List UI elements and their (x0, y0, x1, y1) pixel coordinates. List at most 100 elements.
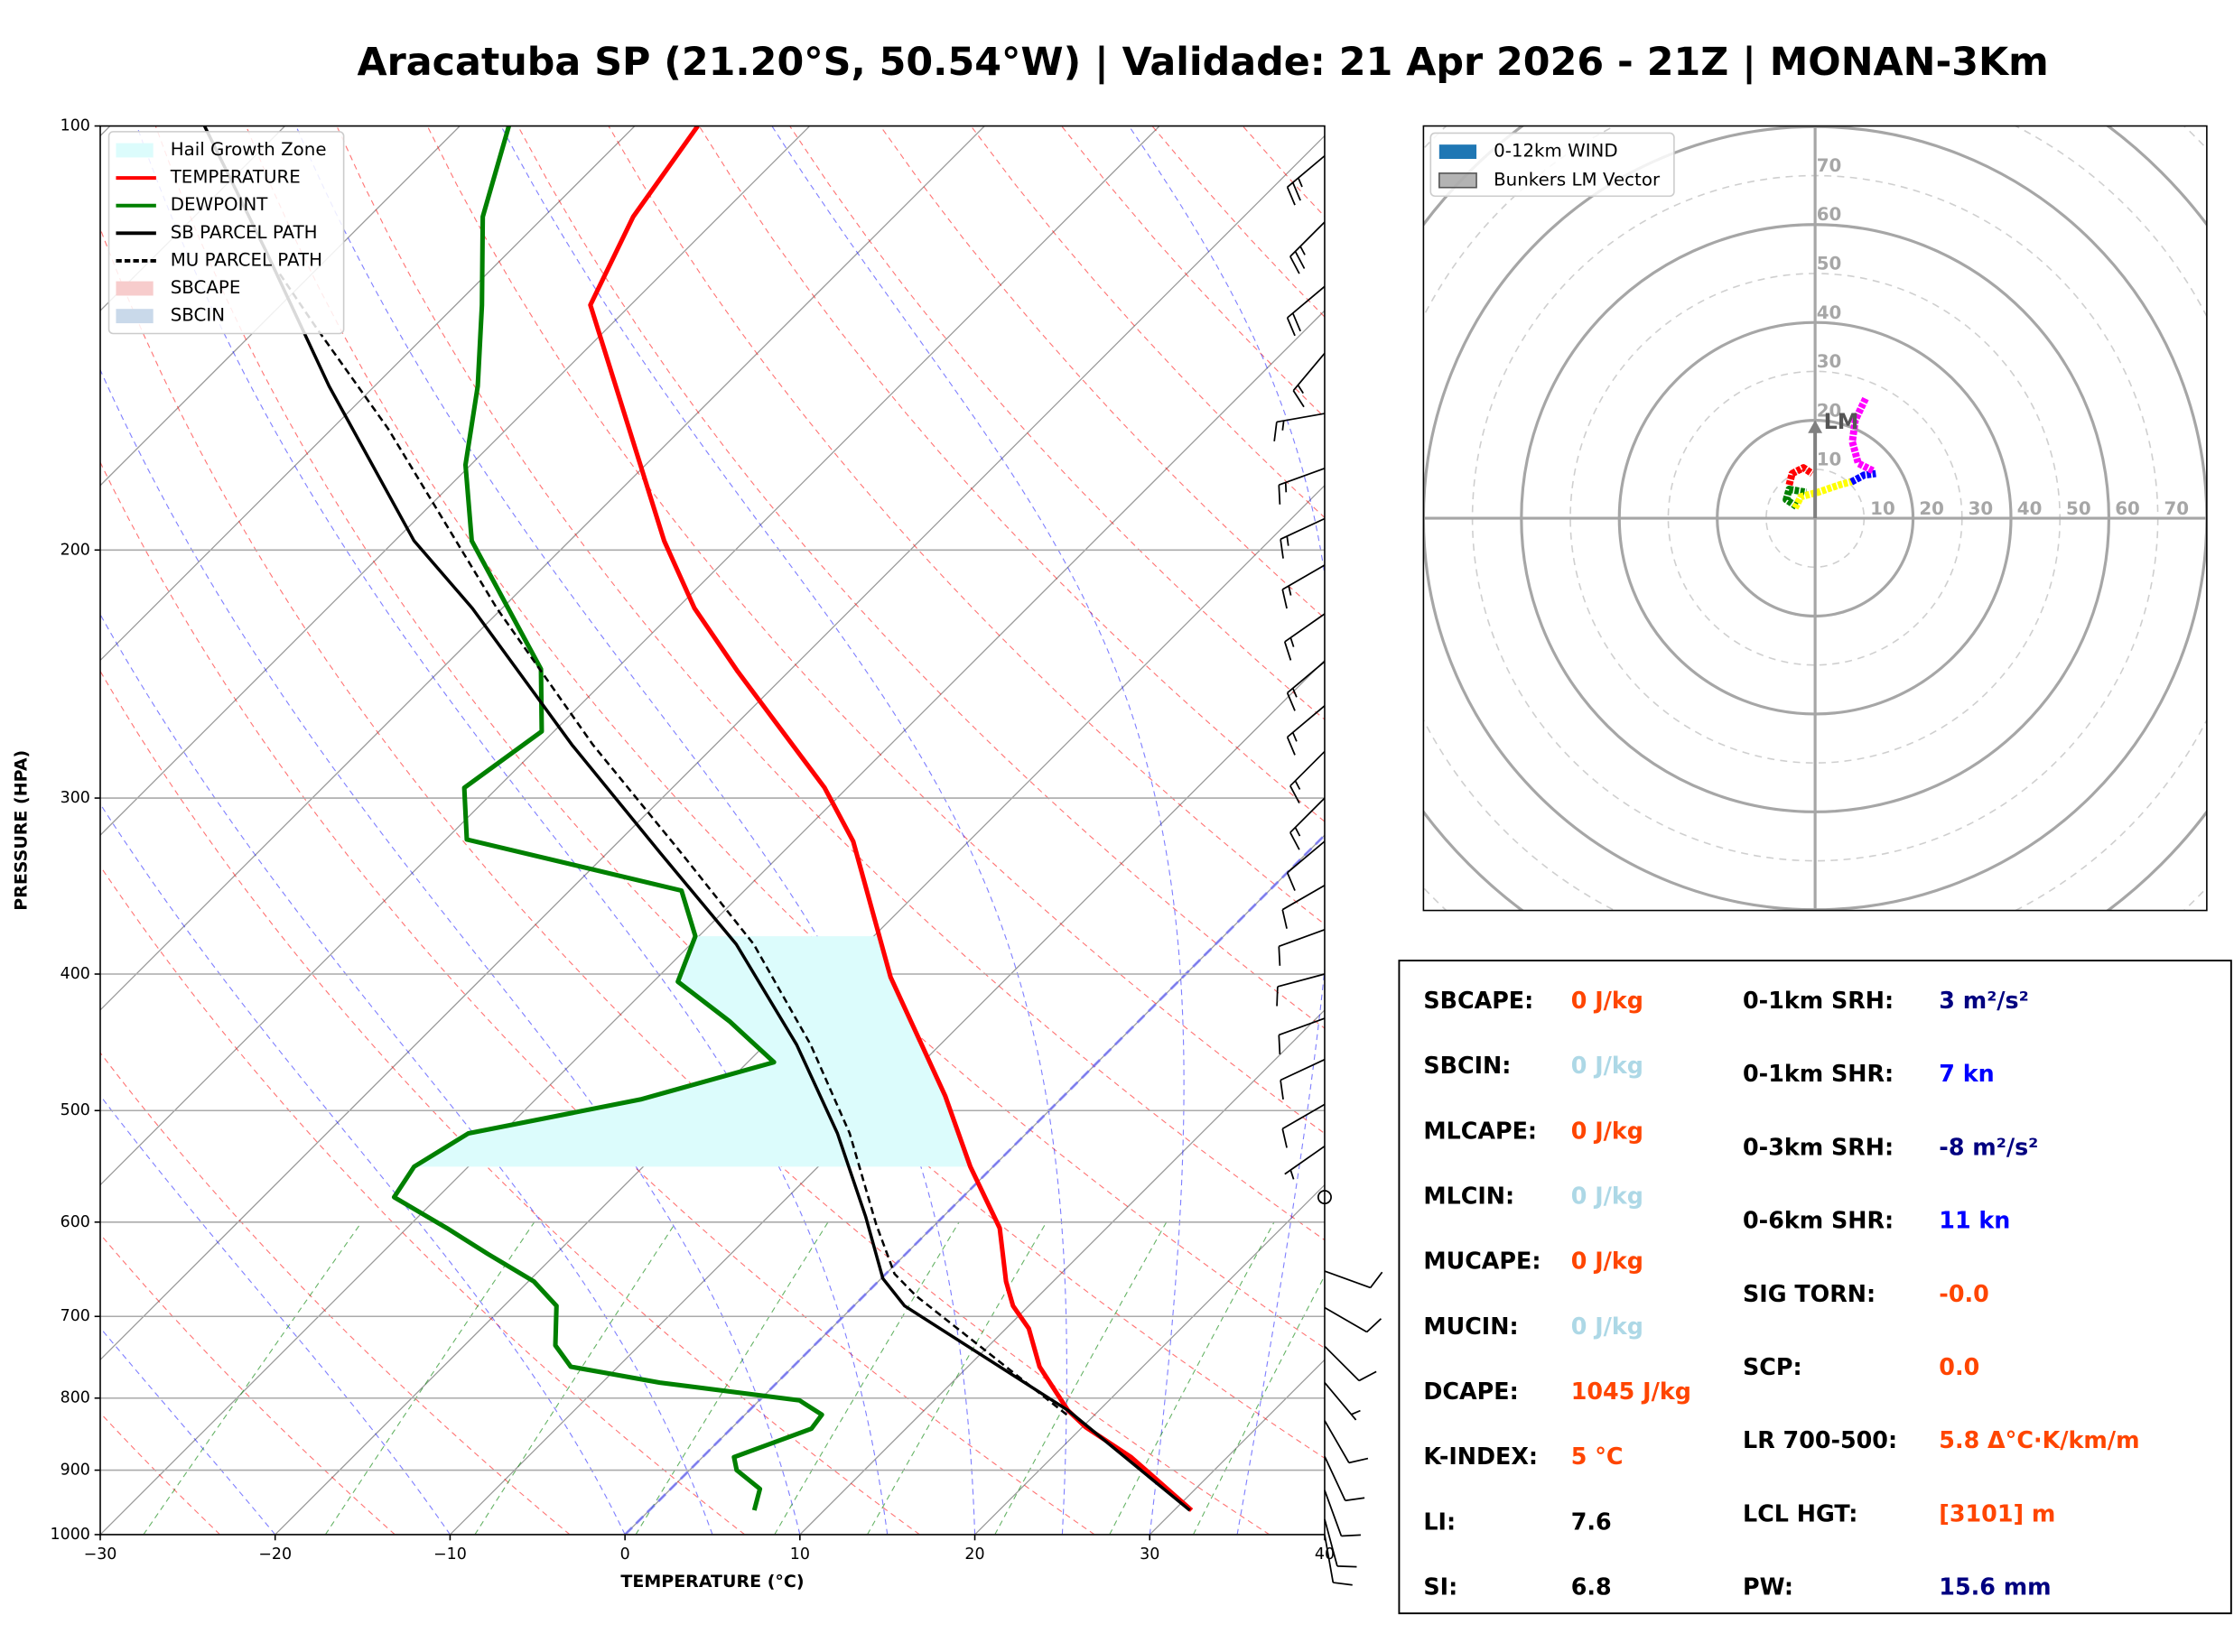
wind-barb (1289, 750, 1326, 804)
wind-barb (1289, 797, 1326, 850)
index-value: 0 J/kg (1571, 987, 1643, 1014)
index-label: MLCAPE: (1423, 1117, 1537, 1144)
index-value: 0.0 (1939, 1353, 1979, 1380)
hodo-y-tick-label: 20 (1817, 400, 1842, 421)
x-tick-label: −10 (433, 1545, 467, 1564)
index-label: SBCAPE: (1423, 987, 1533, 1014)
index-value: 6.8 (1571, 1573, 1612, 1600)
index-value: 0 J/kg (1571, 1117, 1643, 1144)
hodo-x-tick-label: 20 (1919, 498, 1944, 519)
hodo-y-tick-label: 10 (1817, 450, 1842, 470)
legend-swatch (1438, 144, 1477, 160)
hodo-y-tick-label: 50 (1817, 253, 1842, 274)
bunkers-label: LM (1824, 409, 1859, 434)
isotherm (100, 125, 636, 662)
moist-adiabat (100, 1094, 451, 1535)
wind-barb (1324, 1420, 1369, 1464)
x-tick-label: 20 (964, 1545, 984, 1564)
index-label: SCP: (1743, 1353, 1802, 1380)
legend-label: Hail Growth Zone (171, 139, 327, 160)
legend-swatch (116, 309, 154, 324)
hodo-y-tick-label: 40 (1817, 302, 1842, 323)
moist-adiabat (771, 125, 1185, 1535)
wind-barb (1286, 154, 1326, 206)
isotherm (974, 1183, 1325, 1535)
wind-barb (1286, 285, 1326, 337)
legend-label: Bunkers LM Vector (1494, 169, 1661, 190)
hodo-line (1785, 464, 1815, 487)
legend-label: MU PARCEL PATH (171, 249, 322, 270)
wind-barb (1324, 1382, 1361, 1421)
y-tick-label: 900 (61, 1462, 90, 1480)
profile-line (277, 271, 1068, 1416)
y-tick-label: 1000 (51, 1526, 90, 1544)
x-tick-label: 10 (790, 1545, 810, 1564)
index-value: 5 °C (1571, 1443, 1624, 1470)
hodo-legend-box (1429, 132, 1675, 198)
wind-barb (1281, 564, 1326, 609)
index-value: 15.6 mm (1939, 1573, 2051, 1601)
legend: Hail Growth Zone TEMPERATURE DEWPOINT SB PA… (107, 131, 345, 335)
moist-adiabat (295, 125, 976, 1535)
skewt-data (202, 125, 1194, 1512)
profile-line (391, 125, 824, 1511)
wind-barb (1286, 661, 1326, 711)
isotherm (100, 125, 461, 487)
wind-barb (1324, 1518, 1357, 1568)
legend-label: SBCIN (171, 305, 225, 326)
index-label: PW: (1743, 1573, 1793, 1601)
wind-barb (1324, 1534, 1353, 1586)
wind-barb (1324, 1345, 1377, 1382)
dry-adiabat (246, 125, 1325, 1350)
index-label: SIG TORN: (1743, 1280, 1876, 1307)
index-label: LR 700-500: (1743, 1426, 1897, 1453)
x-tick-label: 0 (620, 1545, 630, 1564)
index-value: 7 kn (1939, 1060, 1994, 1087)
dry-adiabat (698, 125, 1325, 822)
dry-adiabat (789, 125, 1325, 720)
legend-label: TEMPERATURE (170, 167, 301, 188)
index-value: -8 m²/s² (1939, 1133, 2038, 1160)
index-label: MUCIN: (1423, 1313, 1518, 1340)
hodograph: 10 10 20 20 30 30 40 40 50 50 60 60 70 70 LM 0-12km WIN… (1422, 125, 2208, 912)
index-label: SBCIN: (1423, 1052, 1511, 1079)
legend-label: 0-12km WIND (1494, 141, 1618, 162)
hodo-line (1792, 477, 1856, 510)
bunkers-arrowhead (1808, 420, 1823, 433)
index-label: LI: (1423, 1508, 1456, 1535)
wind-barb (1273, 413, 1326, 441)
profile-line (202, 125, 1191, 1512)
moist-adiabat (1128, 125, 1325, 1535)
y-tick-label: 600 (61, 1213, 90, 1231)
moist-adiabat (100, 803, 626, 1535)
hodo-x-tick-label: 50 (2066, 498, 2091, 519)
x-tick-label: −20 (258, 1545, 292, 1564)
index-value: 0 J/kg (1571, 1183, 1643, 1210)
y-tick-label: 200 (61, 541, 90, 559)
isotherm (449, 659, 1325, 1535)
index-label: 0-1km SRH: (1743, 987, 1894, 1014)
isotherm (100, 310, 1325, 1535)
dry-adiabat (100, 1233, 396, 1535)
index-value: -0.0 (1939, 1280, 1988, 1307)
indices-panel: SBCAPE: 0 J/kg SBCIN: 0 J/kg MLCAPE: 0 J/kg ML… (1398, 960, 2232, 1615)
chart-title: Aracatuba SP (21.20°S, 50.54°W) | Valida… (358, 40, 2049, 85)
index-label: 0-6km SHR: (1743, 1207, 1894, 1234)
legend-box (107, 131, 345, 335)
index-label: K-INDEX: (1423, 1443, 1538, 1470)
y-tick-label: 400 (61, 965, 90, 983)
isotherm (100, 125, 1160, 1186)
moist-adiabat (100, 368, 801, 1535)
hodo-frame (1422, 125, 2208, 912)
isotherm (799, 1008, 1325, 1535)
moist-adiabat (500, 125, 1067, 1535)
wind-barb (1278, 1017, 1326, 1055)
index-value: 0 J/kg (1571, 1052, 1643, 1079)
index-value: 0 J/kg (1571, 1248, 1643, 1275)
wind-barb (1280, 517, 1326, 559)
moist-adiabat (100, 613, 713, 1535)
y-tick-label: 700 (61, 1307, 90, 1325)
wind-barb (1324, 1455, 1365, 1502)
legend-label: SB PARCEL PATH (171, 222, 318, 243)
